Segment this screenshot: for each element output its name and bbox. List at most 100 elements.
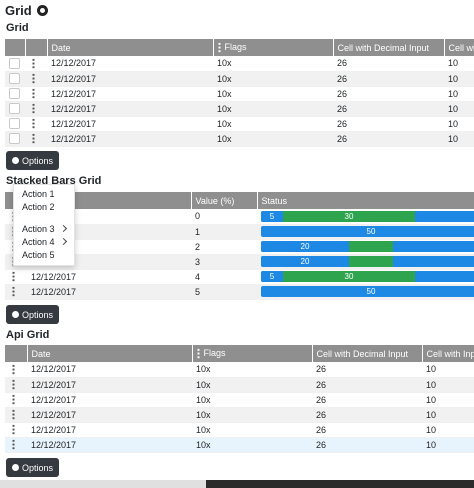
decimal-cell[interactable]: 26	[333, 86, 444, 102]
table-row[interactable]: 12/12/2017 10x 26 10	[5, 422, 474, 438]
stacked-header-status[interactable]: Status	[257, 192, 474, 209]
input-cell[interactable]: 10	[444, 71, 474, 87]
value-cell[interactable]: 1	[191, 224, 257, 240]
row-menu-icon[interactable]	[12, 439, 15, 451]
table-row[interactable]: 2 20	[5, 239, 474, 255]
row-menu-icon[interactable]	[12, 271, 15, 283]
grid-header-date[interactable]: Date	[47, 39, 214, 56]
input-cell[interactable]: 10	[422, 392, 474, 408]
table-row[interactable]: 12/12/2017 10x 26 10	[5, 377, 474, 393]
table-row[interactable]: 12/12/2017 4 5 30	[5, 269, 474, 285]
row-menu-icon[interactable]	[12, 424, 15, 436]
row-menu-icon[interactable]	[12, 286, 15, 298]
table-row[interactable]: 12/12/2017 5 50	[5, 284, 474, 300]
column-menu-icon[interactable]	[217, 42, 221, 54]
table-row[interactable]: 12/12/2017 10x 26 10	[5, 362, 474, 378]
grid-options-button[interactable]: Options	[6, 151, 60, 170]
row-checkbox[interactable]	[9, 133, 20, 145]
decimal-cell[interactable]: 26	[333, 101, 444, 117]
date-cell[interactable]: 12/12/2017	[47, 56, 213, 72]
date-cell[interactable]: 12/12/2017	[47, 116, 213, 132]
date-cell[interactable]: 12/12/2017	[27, 269, 191, 285]
flags-cell[interactable]: 10x	[213, 116, 333, 132]
flags-cell[interactable]: 10x	[192, 392, 312, 408]
input-cell[interactable]: 10	[444, 56, 474, 72]
menu-item-action-2[interactable]: Action 2	[14, 201, 74, 214]
table-row[interactable]: 12/12/2017 10x 26 10	[5, 392, 474, 408]
grid-header-decimal[interactable]: Cell with Decimal Input	[333, 39, 445, 56]
row-menu-icon[interactable]	[12, 394, 15, 406]
table-row[interactable]: 12/12/2017 10x 26 10	[5, 407, 474, 423]
github-icon[interactable]	[37, 5, 49, 16]
table-row[interactable]: 0 5 30	[5, 209, 474, 225]
date-cell[interactable]: 12/12/2017	[47, 131, 213, 147]
input-cell[interactable]: 10	[444, 86, 474, 102]
flags-cell[interactable]: 10x	[213, 71, 333, 87]
value-cell[interactable]: 0	[191, 209, 257, 225]
date-cell[interactable]: 12/12/2017	[27, 407, 192, 423]
table-row[interactable]: 1 50	[5, 224, 474, 240]
input-cell[interactable]: 10	[422, 437, 474, 453]
date-cell[interactable]: 12/12/2017	[47, 71, 213, 87]
table-row[interactable]: 12/12/2017 10x 26 10	[5, 101, 474, 117]
decimal-cell[interactable]: 26	[312, 392, 422, 408]
table-row[interactable]: 12/12/2017 10x 26 10	[5, 437, 474, 453]
flags-cell[interactable]: 10x	[213, 101, 333, 117]
stacked-header-value[interactable]: Value (%)	[191, 192, 258, 209]
input-cell[interactable]: 10	[422, 377, 474, 393]
api-header-flags[interactable]: Flags	[192, 345, 313, 362]
flags-cell[interactable]: 10x	[192, 437, 312, 453]
row-menu-icon[interactable]	[32, 73, 35, 85]
input-cell[interactable]: 10	[422, 362, 474, 378]
row-menu-icon[interactable]	[12, 409, 15, 421]
column-menu-icon[interactable]	[196, 348, 200, 360]
flags-cell[interactable]: 10x	[213, 86, 333, 102]
row-menu-icon[interactable]	[12, 379, 15, 391]
row-menu-icon[interactable]	[12, 363, 15, 375]
date-cell[interactable]: 12/12/2017	[27, 377, 192, 393]
date-cell[interactable]: 12/12/2017	[47, 86, 213, 102]
flags-cell[interactable]: 10x	[192, 377, 312, 393]
row-menu-icon[interactable]	[32, 103, 35, 115]
api-header-date[interactable]: Date	[27, 345, 193, 362]
row-checkbox[interactable]	[9, 57, 20, 69]
flags-cell[interactable]: 10x	[192, 422, 312, 438]
input-cell[interactable]: 10	[444, 131, 474, 147]
date-cell[interactable]: 12/12/2017	[27, 437, 192, 453]
row-checkbox[interactable]	[9, 88, 20, 100]
decimal-cell[interactable]: 26	[333, 56, 444, 72]
value-cell[interactable]: 3	[191, 254, 257, 270]
row-menu-icon[interactable]	[32, 88, 35, 100]
decimal-cell[interactable]: 26	[312, 407, 422, 423]
date-cell[interactable]: 12/12/2017	[27, 392, 192, 408]
menu-item-action-1[interactable]: Action 1	[14, 188, 74, 201]
api-header-input[interactable]: Cell with Inpu	[422, 345, 474, 362]
date-cell[interactable]: 12/12/2017	[27, 362, 192, 378]
api-options-button[interactable]: Options	[6, 458, 60, 477]
row-menu-icon[interactable]	[32, 57, 35, 69]
flags-cell[interactable]: 10x	[192, 362, 312, 378]
menu-item-action-3[interactable]: Action 3	[14, 223, 74, 236]
row-checkbox[interactable]	[9, 73, 20, 85]
row-checkbox[interactable]	[9, 118, 20, 130]
date-cell[interactable]: 12/12/2017	[47, 101, 213, 117]
input-cell[interactable]: 10	[444, 116, 474, 132]
flags-cell[interactable]: 10x	[213, 131, 333, 147]
decimal-cell[interactable]: 26	[333, 116, 444, 132]
menu-item-action-5[interactable]: Action 5	[14, 249, 74, 262]
grid-header-select[interactable]	[5, 39, 26, 56]
table-row[interactable]: 12/12/2017 10x 26 10	[5, 71, 474, 87]
date-cell[interactable]: 12/12/2017	[27, 284, 191, 300]
decimal-cell[interactable]: 26	[312, 362, 422, 378]
input-cell[interactable]: 10	[422, 422, 474, 438]
grid-header-input[interactable]: Cell with I	[444, 39, 474, 56]
grid-header-flags[interactable]: Flags	[213, 39, 334, 56]
table-row[interactable]: 12/12/2017 10x 26 10	[5, 131, 474, 147]
row-checkbox[interactable]	[9, 103, 20, 115]
date-cell[interactable]: 12/12/2017	[27, 422, 192, 438]
value-cell[interactable]: 5	[191, 284, 257, 300]
row-menu-icon[interactable]	[32, 118, 35, 130]
input-cell[interactable]: 10	[422, 407, 474, 423]
row-menu-icon[interactable]	[32, 133, 35, 145]
input-cell[interactable]: 10	[444, 101, 474, 117]
